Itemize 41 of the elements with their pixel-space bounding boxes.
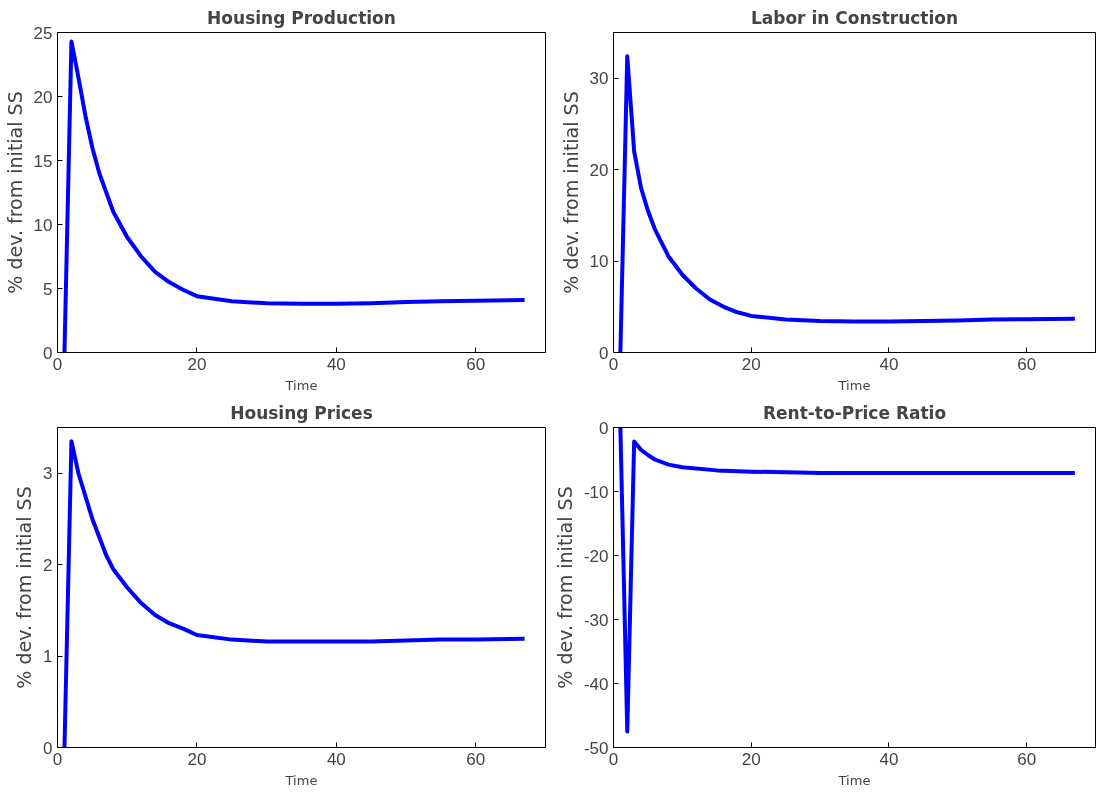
y-tick-label: 15 <box>33 151 53 171</box>
y-tick-label: 5 <box>43 279 53 299</box>
x-tick-label: 40 <box>326 354 346 374</box>
chart-title: Housing Production <box>207 7 396 28</box>
x-tick-label: 60 <box>1017 749 1037 769</box>
x-tick-label: 20 <box>187 354 207 374</box>
y-tick-label: 1 <box>43 647 53 667</box>
chart-title: Labor in Construction <box>750 7 959 28</box>
y-tick-label: 3 <box>43 464 53 484</box>
y-tick-label: 10 <box>589 252 609 272</box>
x-tick-label: 20 <box>741 749 761 769</box>
x-tick-label: 20 <box>187 749 207 769</box>
x-axis-title: Time <box>837 772 871 788</box>
x-axis-title: Time <box>284 772 318 788</box>
y-tick-label: 20 <box>589 160 609 180</box>
y-tick-label: 2 <box>43 555 53 575</box>
y-tick-label: -10 <box>583 482 609 502</box>
y-tick-label: 20 <box>33 87 53 107</box>
x-tick-label: 40 <box>879 749 899 769</box>
y-tick-label: 0 <box>599 418 609 438</box>
x-tick-label: 60 <box>1017 354 1037 374</box>
y-axis-title: % dev. from initial SS <box>559 91 582 294</box>
y-tick-label: -30 <box>583 610 609 630</box>
y-tick-label: -20 <box>583 546 609 566</box>
y-tick-label: 25 <box>33 23 53 43</box>
x-tick-label: 60 <box>466 354 486 374</box>
chart-title: Rent-to-Price Ratio <box>762 402 947 423</box>
y-tick-label: -40 <box>583 674 609 694</box>
y-axis-title: % dev. from initial SS <box>13 486 36 689</box>
chart-title: Housing Prices <box>230 402 373 423</box>
x-tick-label: 40 <box>326 749 346 769</box>
x-axis-title: Time <box>284 377 318 393</box>
y-axis-title: % dev. from initial SS <box>3 91 26 294</box>
y-tick-label: -50 <box>583 738 609 758</box>
x-tick-label: 40 <box>879 354 899 374</box>
x-tick-label: 20 <box>741 354 761 374</box>
x-tick-label: 60 <box>466 749 486 769</box>
x-axis-title: Time <box>837 377 871 393</box>
y-tick-label: 30 <box>589 69 609 89</box>
y-tick-label: 10 <box>33 215 53 235</box>
y-axis-title: % dev. from initial SS <box>553 486 576 689</box>
